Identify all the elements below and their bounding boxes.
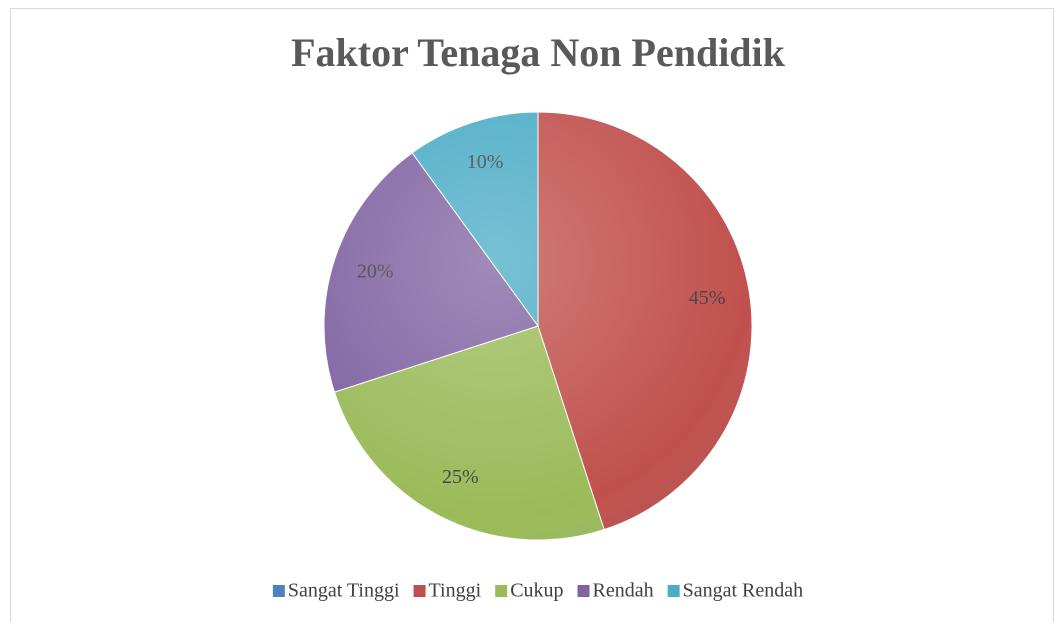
legend: Sangat Tinggi Tinggi Cukup Rendah Sangat Ren… [272,580,804,602]
legend-swatch [413,585,426,597]
legend-swatch [667,585,680,597]
legend-swatch [495,585,508,597]
legend-label: Sangat Tinggi [288,580,400,602]
legend-label: Tinggi [429,580,482,602]
chart-title: Faktor Tenaga Non Pendidik [291,30,786,75]
data-label: 45% [689,287,726,309]
legend-label: Rendah [593,580,654,602]
legend-label: Sangat Rendah [683,580,804,602]
legend-label: Cukup [510,580,563,602]
legend-swatch [577,585,590,597]
legend-swatch [272,585,285,597]
data-label: 25% [442,466,479,488]
data-label: 20% [357,261,394,283]
data-label: 10% [467,151,504,173]
